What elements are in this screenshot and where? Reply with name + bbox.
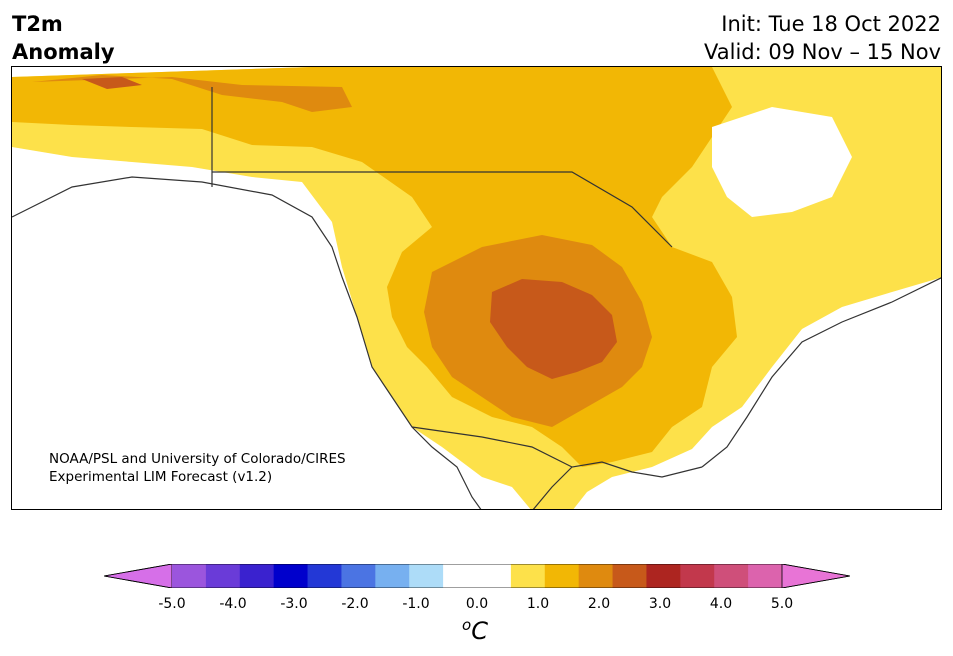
date-block: Init: Tue 18 Oct 2022 Valid: 09 Nov – 15… bbox=[704, 10, 941, 66]
credit-text: NOAA/PSL and University of Colorado/CIRE… bbox=[49, 450, 346, 486]
colorbar-cell bbox=[477, 564, 512, 588]
unit-degree: o bbox=[462, 616, 472, 634]
colorbar-cell bbox=[612, 564, 647, 588]
colorbar-cells bbox=[104, 564, 850, 588]
colorbar-cell bbox=[239, 564, 275, 588]
colorbar-cell bbox=[307, 564, 342, 588]
colorbar-cell bbox=[680, 564, 715, 588]
colorbar-cell bbox=[341, 564, 376, 588]
colorbar-cell bbox=[273, 564, 309, 588]
colorbar-tick-label: -4.0 bbox=[219, 596, 247, 612]
anomaly-map bbox=[11, 66, 942, 510]
colorbar bbox=[104, 564, 850, 588]
credit-line-2: Experimental LIM Forecast (v1.2) bbox=[49, 469, 273, 485]
colorbar-cell bbox=[578, 564, 614, 588]
colorbar-tick-label: -3.0 bbox=[280, 596, 308, 612]
coastline-group bbox=[12, 87, 941, 509]
anomaly-region-20 bbox=[82, 77, 617, 379]
colorbar-cell bbox=[646, 564, 681, 588]
colorbar-cell bbox=[510, 564, 546, 588]
title-block: T2m Anomaly bbox=[12, 10, 115, 66]
colorbar-extend-high bbox=[781, 564, 850, 588]
colorbar-cell bbox=[409, 564, 444, 588]
pacific-ocean bbox=[12, 162, 481, 509]
colorbar-tick-label: 2.0 bbox=[587, 596, 611, 612]
colorbar-cell bbox=[375, 564, 410, 588]
colorbar-tick-label: -5.0 bbox=[158, 596, 186, 612]
colorbar-tick-label: 1.0 bbox=[526, 596, 550, 612]
colorbar-cell bbox=[714, 564, 749, 588]
variable-title: T2m bbox=[12, 12, 63, 36]
init-date: Init: Tue 18 Oct 2022 bbox=[721, 12, 941, 36]
canada-us-border bbox=[212, 171, 673, 248]
coastline-gulf bbox=[532, 461, 703, 509]
colorbar-cell bbox=[748, 564, 783, 588]
colorbar-unit: oC bbox=[462, 616, 488, 645]
colorbar-cell bbox=[205, 564, 241, 588]
colorbar-tick-label: 4.0 bbox=[709, 596, 733, 612]
coastline-west bbox=[12, 176, 482, 509]
mexico-border bbox=[411, 426, 573, 468]
credit-line-1: NOAA/PSL and University of Colorado/CIRE… bbox=[49, 451, 346, 467]
map-svg bbox=[12, 67, 941, 509]
atlantic-gulf bbox=[603, 287, 941, 509]
colorbar-cell bbox=[172, 564, 207, 588]
colorbar-tick-label: 0.0 bbox=[465, 596, 489, 612]
hudson-bay bbox=[712, 107, 852, 217]
colorbar-ticks: -5.0 -4.0 -3.0 -2.0 -1.0 0.0 1.0 2.0 3.0 4.0 5.0 bbox=[0, 596, 953, 618]
colorbar-cell bbox=[544, 564, 580, 588]
valid-date: Valid: 09 Nov – 15 Nov bbox=[704, 40, 941, 64]
field-title: Anomaly bbox=[12, 40, 115, 64]
coastline-east bbox=[701, 277, 941, 468]
unit-letter: C bbox=[471, 617, 488, 645]
colorbar-tick-label: 5.0 bbox=[770, 596, 794, 612]
colorbar-cell bbox=[443, 564, 478, 588]
colorbar-tick-label: -2.0 bbox=[341, 596, 369, 612]
anomaly-region-15 bbox=[32, 75, 652, 427]
colorbar-tick-label: 3.0 bbox=[648, 596, 672, 612]
colorbar-tick-label: -1.0 bbox=[402, 596, 430, 612]
colorbar-extend-low bbox=[104, 564, 173, 588]
